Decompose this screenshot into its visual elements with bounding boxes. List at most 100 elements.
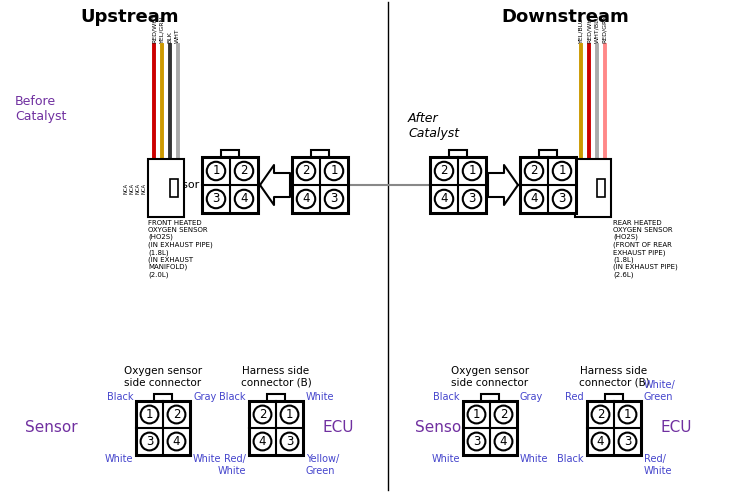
Circle shape [325, 190, 343, 208]
Circle shape [280, 432, 299, 450]
Text: White: White [105, 454, 133, 464]
Circle shape [592, 406, 609, 423]
Text: ECU: ECU [322, 420, 354, 436]
Circle shape [467, 406, 486, 423]
Circle shape [167, 432, 185, 450]
Circle shape [280, 406, 299, 423]
Bar [575, 159, 611, 217]
Text: 1: 1 [558, 164, 566, 177]
Text: RED/WHT: RED/WHT [587, 13, 592, 43]
Circle shape [525, 162, 543, 180]
Text: WHT: WHT [175, 28, 180, 43]
Text: 3: 3 [473, 435, 480, 448]
Bar [481, 394, 499, 401]
Polygon shape [488, 165, 518, 205]
Circle shape [325, 162, 343, 180]
Text: 4: 4 [259, 435, 266, 448]
Text: REAR HEATED
OXYGEN SENSOR
(HO2S)
(FRONT OF REAR
EXHAUST PIPE)
(1.8L)
(IN EXHAUST: REAR HEATED OXYGEN SENSOR (HO2S) (FRONT … [613, 220, 678, 278]
Text: 2: 2 [259, 408, 266, 421]
Circle shape [140, 432, 158, 450]
Circle shape [495, 406, 513, 423]
Circle shape [207, 190, 225, 208]
Text: NCA: NCA [130, 182, 134, 194]
Text: Upstream: Upstream [81, 8, 179, 26]
Text: 4: 4 [173, 435, 180, 448]
Text: Downstream: Downstream [501, 8, 629, 26]
Text: Sensor: Sensor [25, 420, 78, 436]
Circle shape [553, 190, 572, 208]
Text: Black: Black [219, 392, 246, 402]
Bar [170, 180, 178, 196]
Circle shape [140, 406, 158, 423]
Polygon shape [260, 165, 290, 205]
Bar [292, 157, 348, 213]
Circle shape [467, 432, 486, 450]
Text: NCA: NCA [136, 182, 140, 194]
Text: 1: 1 [146, 408, 153, 421]
Text: ECU: ECU [489, 180, 512, 190]
Text: NCA: NCA [124, 182, 128, 194]
Text: 4: 4 [302, 192, 310, 205]
Text: 4: 4 [440, 192, 448, 205]
Text: Sensor: Sensor [415, 420, 467, 436]
Text: 3: 3 [558, 192, 566, 205]
Circle shape [207, 162, 225, 180]
Bar [221, 150, 239, 157]
Text: 3: 3 [468, 192, 476, 205]
Text: Red/
White: Red/ White [644, 454, 673, 475]
Text: YEL/GRN: YEL/GRN [160, 16, 164, 43]
Text: 3: 3 [146, 435, 153, 448]
Text: Black: Black [557, 454, 584, 464]
Circle shape [463, 190, 481, 208]
Circle shape [435, 162, 453, 180]
Bar [605, 394, 623, 401]
Bar [430, 157, 486, 213]
Text: 1: 1 [212, 164, 219, 177]
Text: NCA: NCA [142, 182, 146, 194]
Bar [148, 159, 184, 217]
Text: Black: Black [434, 392, 460, 402]
Text: Yellow/
Green: Yellow/ Green [306, 454, 339, 475]
Text: Black: Black [106, 392, 133, 402]
Circle shape [618, 432, 636, 450]
Text: NCA: NCA [569, 182, 574, 194]
Text: 2: 2 [440, 164, 448, 177]
Text: 1: 1 [468, 164, 476, 177]
Circle shape [297, 190, 315, 208]
Bar [202, 157, 258, 213]
Bar [267, 394, 285, 401]
Text: 1: 1 [330, 164, 338, 177]
Circle shape [253, 432, 271, 450]
Text: White/
Green: White/ Green [644, 380, 676, 402]
Text: 2: 2 [500, 408, 507, 421]
Text: 4: 4 [241, 192, 248, 205]
Circle shape [297, 162, 315, 180]
Circle shape [525, 190, 543, 208]
Text: Gray: Gray [520, 392, 543, 402]
Bar [155, 394, 172, 401]
Circle shape [253, 406, 271, 423]
Text: 2: 2 [302, 164, 310, 177]
Circle shape [618, 406, 636, 423]
Text: Oxygen sensor
side connector: Oxygen sensor side connector [451, 366, 529, 388]
Text: Oxygen sensor
side connector: Oxygen sensor side connector [124, 366, 202, 388]
Circle shape [553, 162, 572, 180]
Text: 3: 3 [330, 192, 338, 205]
Text: ECU: ECU [660, 420, 691, 436]
Circle shape [167, 406, 185, 423]
Bar [520, 157, 576, 213]
Circle shape [495, 432, 513, 450]
Text: FRONT HEATED
OXYGEN SENSOR
(HO2S)
(IN EXHAUST PIPE)
(1.8L)
(IN EXHAUST
MANIFOLD): FRONT HEATED OXYGEN SENSOR (HO2S) (IN EX… [148, 220, 213, 278]
Circle shape [463, 162, 481, 180]
Text: 1: 1 [473, 408, 480, 421]
Text: White: White [193, 454, 222, 464]
Circle shape [234, 190, 253, 208]
Bar [597, 180, 605, 196]
Text: Sensor: Sensor [161, 180, 199, 190]
Bar [587, 401, 641, 455]
Circle shape [234, 162, 253, 180]
Text: 2: 2 [241, 164, 248, 177]
Text: Harness side
connector (B): Harness side connector (B) [578, 366, 649, 388]
Text: 1: 1 [624, 408, 631, 421]
Bar [249, 401, 303, 455]
